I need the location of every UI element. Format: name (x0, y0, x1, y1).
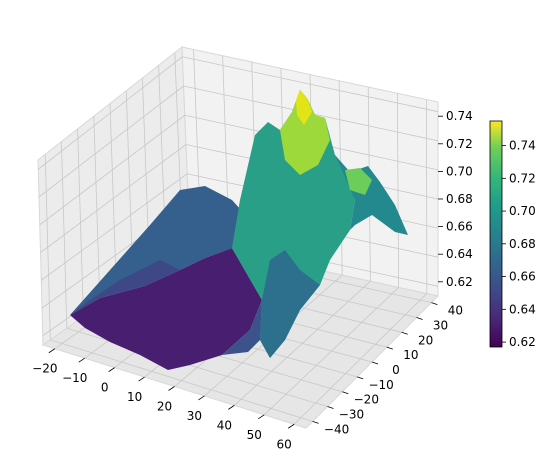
z-tick-label: 0.66 (446, 220, 473, 234)
surface-left-slope (70, 186, 250, 315)
x-axis: −20 −10 0 10 20 30 40 50 60 (32, 348, 295, 451)
y-tick-mark (357, 376, 364, 380)
y-tick-label: −30 (339, 408, 364, 422)
y-tick-mark (312, 421, 319, 424)
y-tick-mark (342, 391, 349, 395)
colorbar-tick-label: 0.66 (509, 270, 536, 284)
y-grid-line (50, 339, 313, 422)
x-tick-mark (228, 405, 235, 410)
x-tick-label: −20 (32, 362, 57, 376)
z-grid-line-back (182, 56, 439, 113)
x-tick-mark (138, 376, 145, 382)
surface-front-valley (222, 300, 262, 355)
colorbar-gradient (489, 120, 503, 348)
x-tick-label: 10 (127, 390, 142, 404)
x-tick-mark (168, 386, 175, 391)
z-grid-line-left (40, 144, 187, 253)
y-tick-mark (401, 331, 408, 335)
y-tick-mark (416, 317, 423, 320)
x-tick-label: 50 (247, 428, 262, 442)
z-axis: 0.62 0.64 0.66 0.68 0.70 0.72 0.74 (438, 109, 473, 289)
y-tick-label: −20 (354, 393, 379, 407)
z-grid-line-left (41, 173, 188, 281)
y-tick-label: −40 (324, 422, 349, 436)
surface (70, 90, 408, 370)
x-tick-label: 30 (187, 409, 202, 423)
z-tick-label: 0.72 (446, 137, 473, 151)
y-tick-label: 40 (448, 304, 463, 318)
y-tick-mark (371, 361, 379, 365)
z-tick-label: 0.68 (446, 192, 473, 206)
x-tick-mark (108, 367, 115, 372)
y-tick-mark (386, 346, 393, 350)
x-tick-label: −10 (62, 371, 87, 385)
x-tick-mark (48, 348, 56, 354)
colorbar-tick-label: 0.62 (509, 335, 536, 349)
x-tick-mark (78, 357, 85, 363)
colorbar-tick-label: 0.68 (509, 237, 536, 251)
x-tick-label: 0 (101, 381, 109, 395)
z-grid-line-left (38, 85, 184, 198)
z-grid-line-left (39, 114, 186, 226)
surface-left-slope-low (70, 260, 180, 315)
colorbar-tick-label: 0.70 (509, 204, 536, 218)
x-tick-label: 20 (157, 400, 172, 414)
x-tick-label: 60 (277, 437, 292, 451)
y-tick-label: −10 (368, 378, 393, 392)
surface-center-peak (232, 90, 355, 358)
y-tick-label: 20 (418, 333, 433, 347)
y-tick-label: 0 (392, 363, 400, 377)
colorbar: 0.62 0.64 0.66 0.68 0.70 0.72 0.74 (489, 120, 536, 349)
x-tick-mark (258, 414, 265, 420)
y-tick-label: 30 (433, 318, 448, 332)
colorbar-tick-label: 0.64 (509, 302, 536, 316)
y-tick-label: 10 (403, 348, 418, 362)
surface-peak-highlight (280, 90, 330, 175)
z-grid-line-left (38, 56, 183, 170)
surface-peak-top (296, 90, 312, 125)
surface-front-trough (260, 250, 320, 358)
z-tick-label: 0.64 (446, 247, 473, 261)
y-tick-mark (327, 406, 334, 409)
y-tick-mark (431, 302, 438, 305)
z-tick-label: 0.62 (446, 275, 473, 289)
z-tick-label: 0.70 (446, 164, 473, 178)
x-tick-mark (287, 423, 295, 429)
x-tick-label: 40 (217, 418, 232, 432)
colorbar-ticks: 0.62 0.64 0.66 0.68 0.70 0.72 0.74 (502, 139, 536, 349)
colorbar-tick-label: 0.72 (509, 171, 536, 185)
x-tick-mark (198, 395, 205, 401)
surface-left-plateau (70, 248, 262, 370)
surface-right-rim (345, 168, 372, 195)
colorbar-tick-label: 0.74 (509, 139, 536, 153)
z-tick-label: 0.74 (446, 109, 473, 123)
